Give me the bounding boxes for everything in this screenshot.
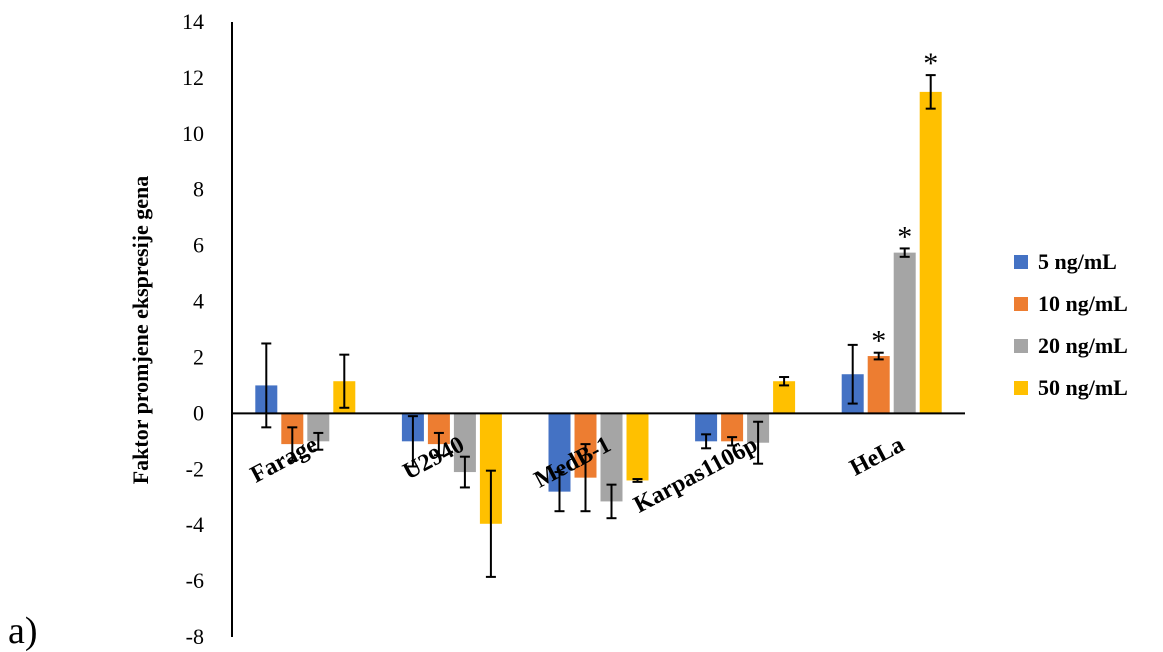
category-label: Karpas1106p bbox=[630, 432, 762, 519]
y-tick-label: 2 bbox=[193, 344, 204, 369]
y-tick-label: -2 bbox=[186, 456, 204, 481]
y-axis-label: Faktor promjene ekspresije gena bbox=[128, 176, 153, 485]
y-tick-label: 0 bbox=[193, 400, 204, 425]
bar bbox=[626, 413, 649, 481]
significance-star: * bbox=[897, 220, 912, 253]
bar bbox=[307, 413, 330, 442]
legend-label: 50 ng/mL bbox=[1038, 375, 1128, 400]
y-tick-label: 8 bbox=[193, 177, 204, 202]
legend-swatch bbox=[1014, 381, 1028, 395]
legend-label: 20 ng/mL bbox=[1038, 333, 1128, 358]
bar bbox=[479, 413, 502, 524]
bar bbox=[919, 91, 942, 414]
y-tick-label: 10 bbox=[182, 121, 204, 146]
y-tick-label: -6 bbox=[186, 568, 204, 593]
bar bbox=[600, 413, 623, 502]
category-label: HeLa bbox=[846, 432, 909, 482]
y-tick-label: 4 bbox=[193, 289, 204, 314]
error-bars bbox=[261, 74, 936, 578]
legend-label: 10 ng/mL bbox=[1038, 291, 1128, 316]
significance-star: * bbox=[923, 47, 938, 80]
bar bbox=[427, 413, 450, 445]
legend: 5 ng/mL 10 ng/mL 20 ng/mL 50 ng/mL bbox=[1014, 249, 1128, 400]
bar bbox=[548, 413, 571, 492]
bar bbox=[893, 252, 916, 414]
legend-swatch bbox=[1014, 339, 1028, 353]
bar bbox=[695, 413, 718, 442]
y-tick-label: -8 bbox=[186, 624, 204, 649]
y-tick-label: 6 bbox=[193, 233, 204, 258]
y-tick-label: 14 bbox=[182, 9, 204, 34]
legend-swatch bbox=[1014, 255, 1028, 269]
panel-label: a) bbox=[8, 610, 38, 652]
bar bbox=[867, 356, 890, 414]
significance-star: * bbox=[871, 325, 886, 358]
bar bbox=[453, 413, 476, 473]
y-tick-label: 12 bbox=[182, 65, 204, 90]
legend-label: 5 ng/mL bbox=[1038, 249, 1117, 274]
bar bbox=[721, 413, 744, 442]
significance-markers: * * * bbox=[871, 47, 938, 358]
y-tick-labels: 14 12 10 8 6 4 2 0 -2 -4 -6 -8 bbox=[182, 9, 204, 649]
y-tick-label: -4 bbox=[186, 512, 204, 537]
legend-swatch bbox=[1014, 297, 1028, 311]
bar bbox=[773, 381, 796, 414]
